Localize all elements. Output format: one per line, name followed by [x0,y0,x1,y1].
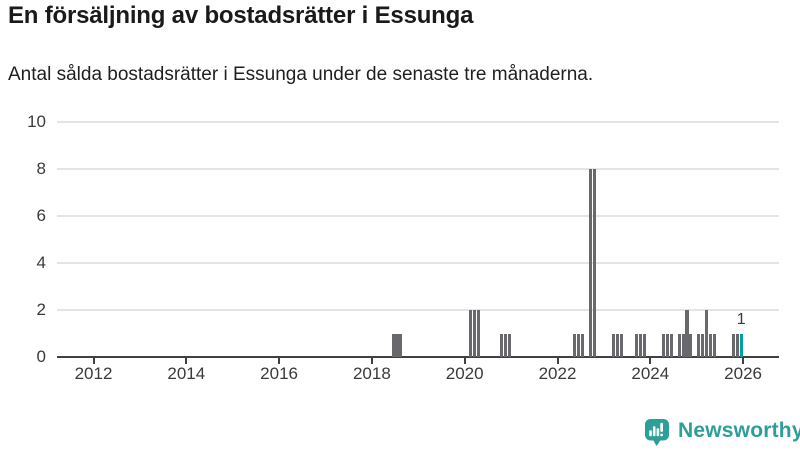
newsworthy-logo: Newsworthy [644,418,800,447]
highlighted-bar [739,333,743,357]
bar [731,333,735,357]
x-tick-label: 2024 [631,364,670,383]
x-tick-2026 [742,358,745,364]
chart-title: En försäljning av bostadsrätter i Essung… [8,2,474,29]
bar [573,333,577,357]
bar [468,310,473,357]
bar [577,333,581,357]
y-tick-label: 4 [36,253,46,272]
x-tick-2012 [92,358,95,364]
bar [689,333,693,357]
bar [592,169,596,357]
gridline-y-4 [57,262,779,264]
x-tick-label: 2012 [74,364,113,383]
bar [735,333,739,357]
bar [712,333,716,357]
bar [395,333,399,357]
bar [615,333,619,357]
y-tick-label: 10 [27,112,46,131]
bar [700,333,705,357]
bar [472,310,476,357]
chart-subtitle: Antal sålda bostadsrätter i Essunga unde… [8,64,594,85]
x-tick-label: 2016 [260,364,298,383]
y-tick-label: 2 [36,300,46,319]
x-tick-2018 [370,358,373,364]
x-tick-label: 2020 [445,364,484,383]
x-tick-2014 [185,358,188,364]
gridline-y-6 [57,215,779,217]
y-tick-label: 0 [36,347,46,366]
bar [666,333,670,357]
gridline-y-2 [57,309,779,311]
bar [391,333,395,357]
x-tick-2020 [463,358,466,364]
bar [399,333,403,357]
bar [503,333,507,357]
x-tick-label: 2014 [167,364,206,383]
bar [681,333,685,357]
x-axis-line [57,356,779,358]
x-tick-label: 2026 [724,364,762,383]
gridline-y-8 [57,168,779,170]
bar [685,310,689,357]
gridline-y-10 [57,121,779,123]
bar [708,333,712,357]
x-tick-2022 [556,358,559,364]
bar [499,333,503,357]
y-tick-label: 8 [36,159,46,178]
bar [677,333,681,357]
bar [697,333,701,357]
bar [581,333,585,357]
bar [619,333,623,357]
x-tick-2016 [278,358,281,364]
bar [642,333,647,357]
bar [507,333,511,357]
bar [704,310,708,357]
bar [639,333,643,357]
newsworthy-bubble-chart-icon [645,419,669,446]
newsworthy-wordmark: Newsworthy [678,418,800,442]
bar [476,310,480,357]
y-tick-label: 6 [36,206,46,225]
bar [635,333,639,357]
bar [662,333,666,357]
bar [612,333,616,357]
bar-value-label: 1 [736,310,746,328]
bar [670,333,674,357]
x-tick-label: 2018 [352,364,391,383]
bar [588,169,592,357]
x-tick-2024 [649,358,652,364]
x-tick-label: 2022 [538,364,577,383]
